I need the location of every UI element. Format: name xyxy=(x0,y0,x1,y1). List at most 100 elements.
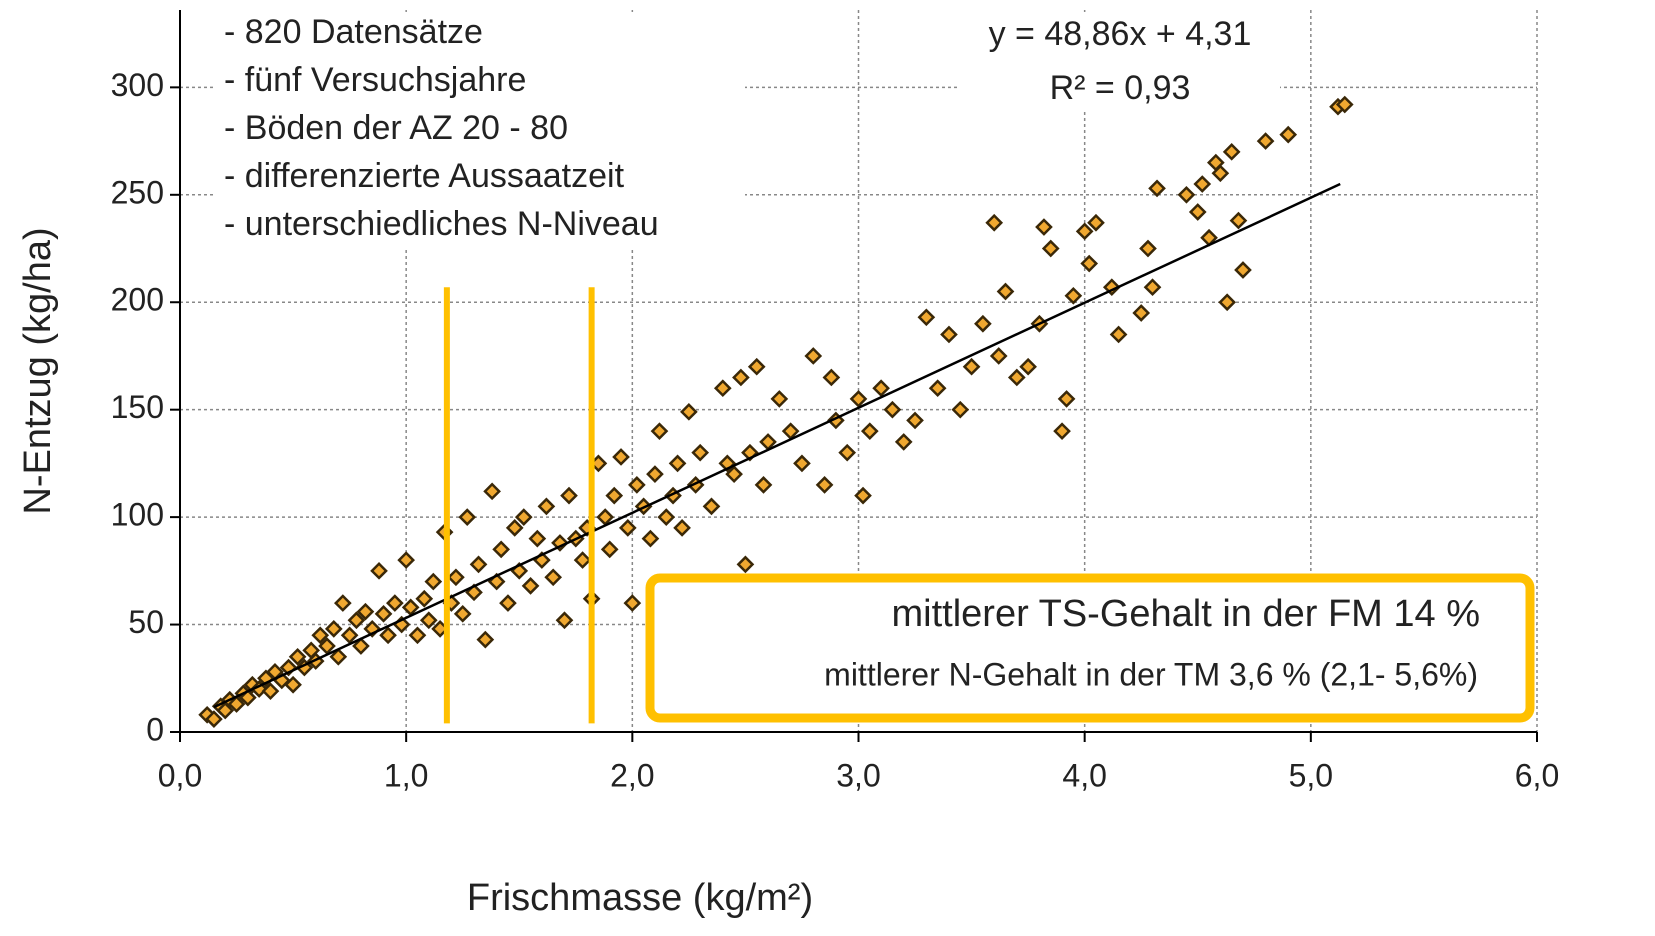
x-tick-label: 4,0 xyxy=(1062,757,1106,793)
point xyxy=(1109,325,1128,344)
point xyxy=(1087,213,1105,232)
point xyxy=(822,368,841,387)
point xyxy=(747,357,766,376)
point xyxy=(329,647,348,666)
point xyxy=(1064,286,1083,305)
point xyxy=(288,647,307,666)
point xyxy=(646,465,664,483)
point xyxy=(596,508,615,526)
y-tick-label: 300 xyxy=(111,67,164,103)
point xyxy=(713,379,732,398)
point xyxy=(408,626,427,645)
point xyxy=(544,568,563,587)
point xyxy=(1007,368,1026,387)
point xyxy=(1335,95,1354,114)
point xyxy=(379,626,397,645)
x-tick-label: 5,0 xyxy=(1289,757,1333,793)
point xyxy=(1279,125,1298,144)
point xyxy=(1139,239,1157,258)
point xyxy=(560,486,578,505)
point xyxy=(1075,222,1094,241)
point xyxy=(1057,390,1076,408)
point xyxy=(458,508,477,526)
x-tick-label: 0,0 xyxy=(158,757,202,793)
point xyxy=(505,519,524,537)
point xyxy=(985,213,1004,232)
point xyxy=(352,637,370,655)
point xyxy=(1148,179,1166,198)
point xyxy=(334,594,352,612)
point xyxy=(205,710,223,728)
point xyxy=(347,611,366,630)
y-tick-label: 200 xyxy=(111,282,164,318)
point xyxy=(551,534,569,552)
point xyxy=(447,568,465,587)
point xyxy=(657,508,676,526)
point xyxy=(605,486,624,505)
point xyxy=(1041,239,1060,258)
point xyxy=(318,637,336,655)
point xyxy=(612,448,630,466)
y-tick-label: 0 xyxy=(146,711,164,747)
point xyxy=(1222,142,1241,161)
point xyxy=(1188,203,1207,221)
point xyxy=(1143,278,1162,297)
y-axis-label: N-Entzug (kg/ha) xyxy=(17,227,59,514)
point xyxy=(974,314,992,333)
point xyxy=(1019,357,1037,376)
y-tick-label: 250 xyxy=(111,174,164,210)
point xyxy=(618,519,637,537)
point xyxy=(804,347,823,365)
point xyxy=(324,620,343,638)
point xyxy=(340,626,359,645)
x-tick-label: 6,0 xyxy=(1515,757,1559,793)
point xyxy=(1234,261,1252,279)
point xyxy=(732,368,750,387)
point xyxy=(815,476,834,494)
point xyxy=(917,308,936,327)
point xyxy=(641,529,660,548)
point xyxy=(1256,132,1275,150)
point xyxy=(528,529,547,548)
point xyxy=(702,497,721,516)
note: - fünf Versuchsjahre xyxy=(224,61,526,99)
point xyxy=(628,476,646,494)
point xyxy=(521,577,540,595)
point xyxy=(668,454,687,473)
point xyxy=(1035,218,1053,236)
note: - unterschiedliches N-Niveau xyxy=(224,205,659,243)
point xyxy=(754,476,773,494)
info-line: mittlerer N-Gehalt in der TM 3,6 % (2,1-… xyxy=(824,656,1478,692)
point xyxy=(849,390,868,408)
point xyxy=(589,454,608,473)
point xyxy=(476,630,495,649)
note: - Böden der AZ 20 - 80 xyxy=(224,109,568,147)
point xyxy=(736,555,755,574)
y-tick-label: 150 xyxy=(111,389,164,425)
point xyxy=(424,572,443,591)
point xyxy=(514,508,533,526)
point xyxy=(492,540,510,559)
point xyxy=(623,594,642,612)
point xyxy=(227,695,246,713)
point xyxy=(854,486,872,505)
point xyxy=(555,611,574,630)
point xyxy=(951,400,970,419)
point xyxy=(838,443,857,462)
point xyxy=(1218,293,1236,312)
point xyxy=(1053,422,1071,441)
point xyxy=(793,454,811,473)
point xyxy=(483,482,501,501)
point xyxy=(940,325,958,344)
note-background xyxy=(215,12,745,247)
point xyxy=(1200,228,1218,247)
point xyxy=(356,602,375,621)
point xyxy=(1132,304,1151,322)
point xyxy=(469,555,488,574)
point xyxy=(386,594,404,612)
point xyxy=(894,433,913,451)
point xyxy=(1193,175,1212,193)
info-box xyxy=(645,573,1535,723)
